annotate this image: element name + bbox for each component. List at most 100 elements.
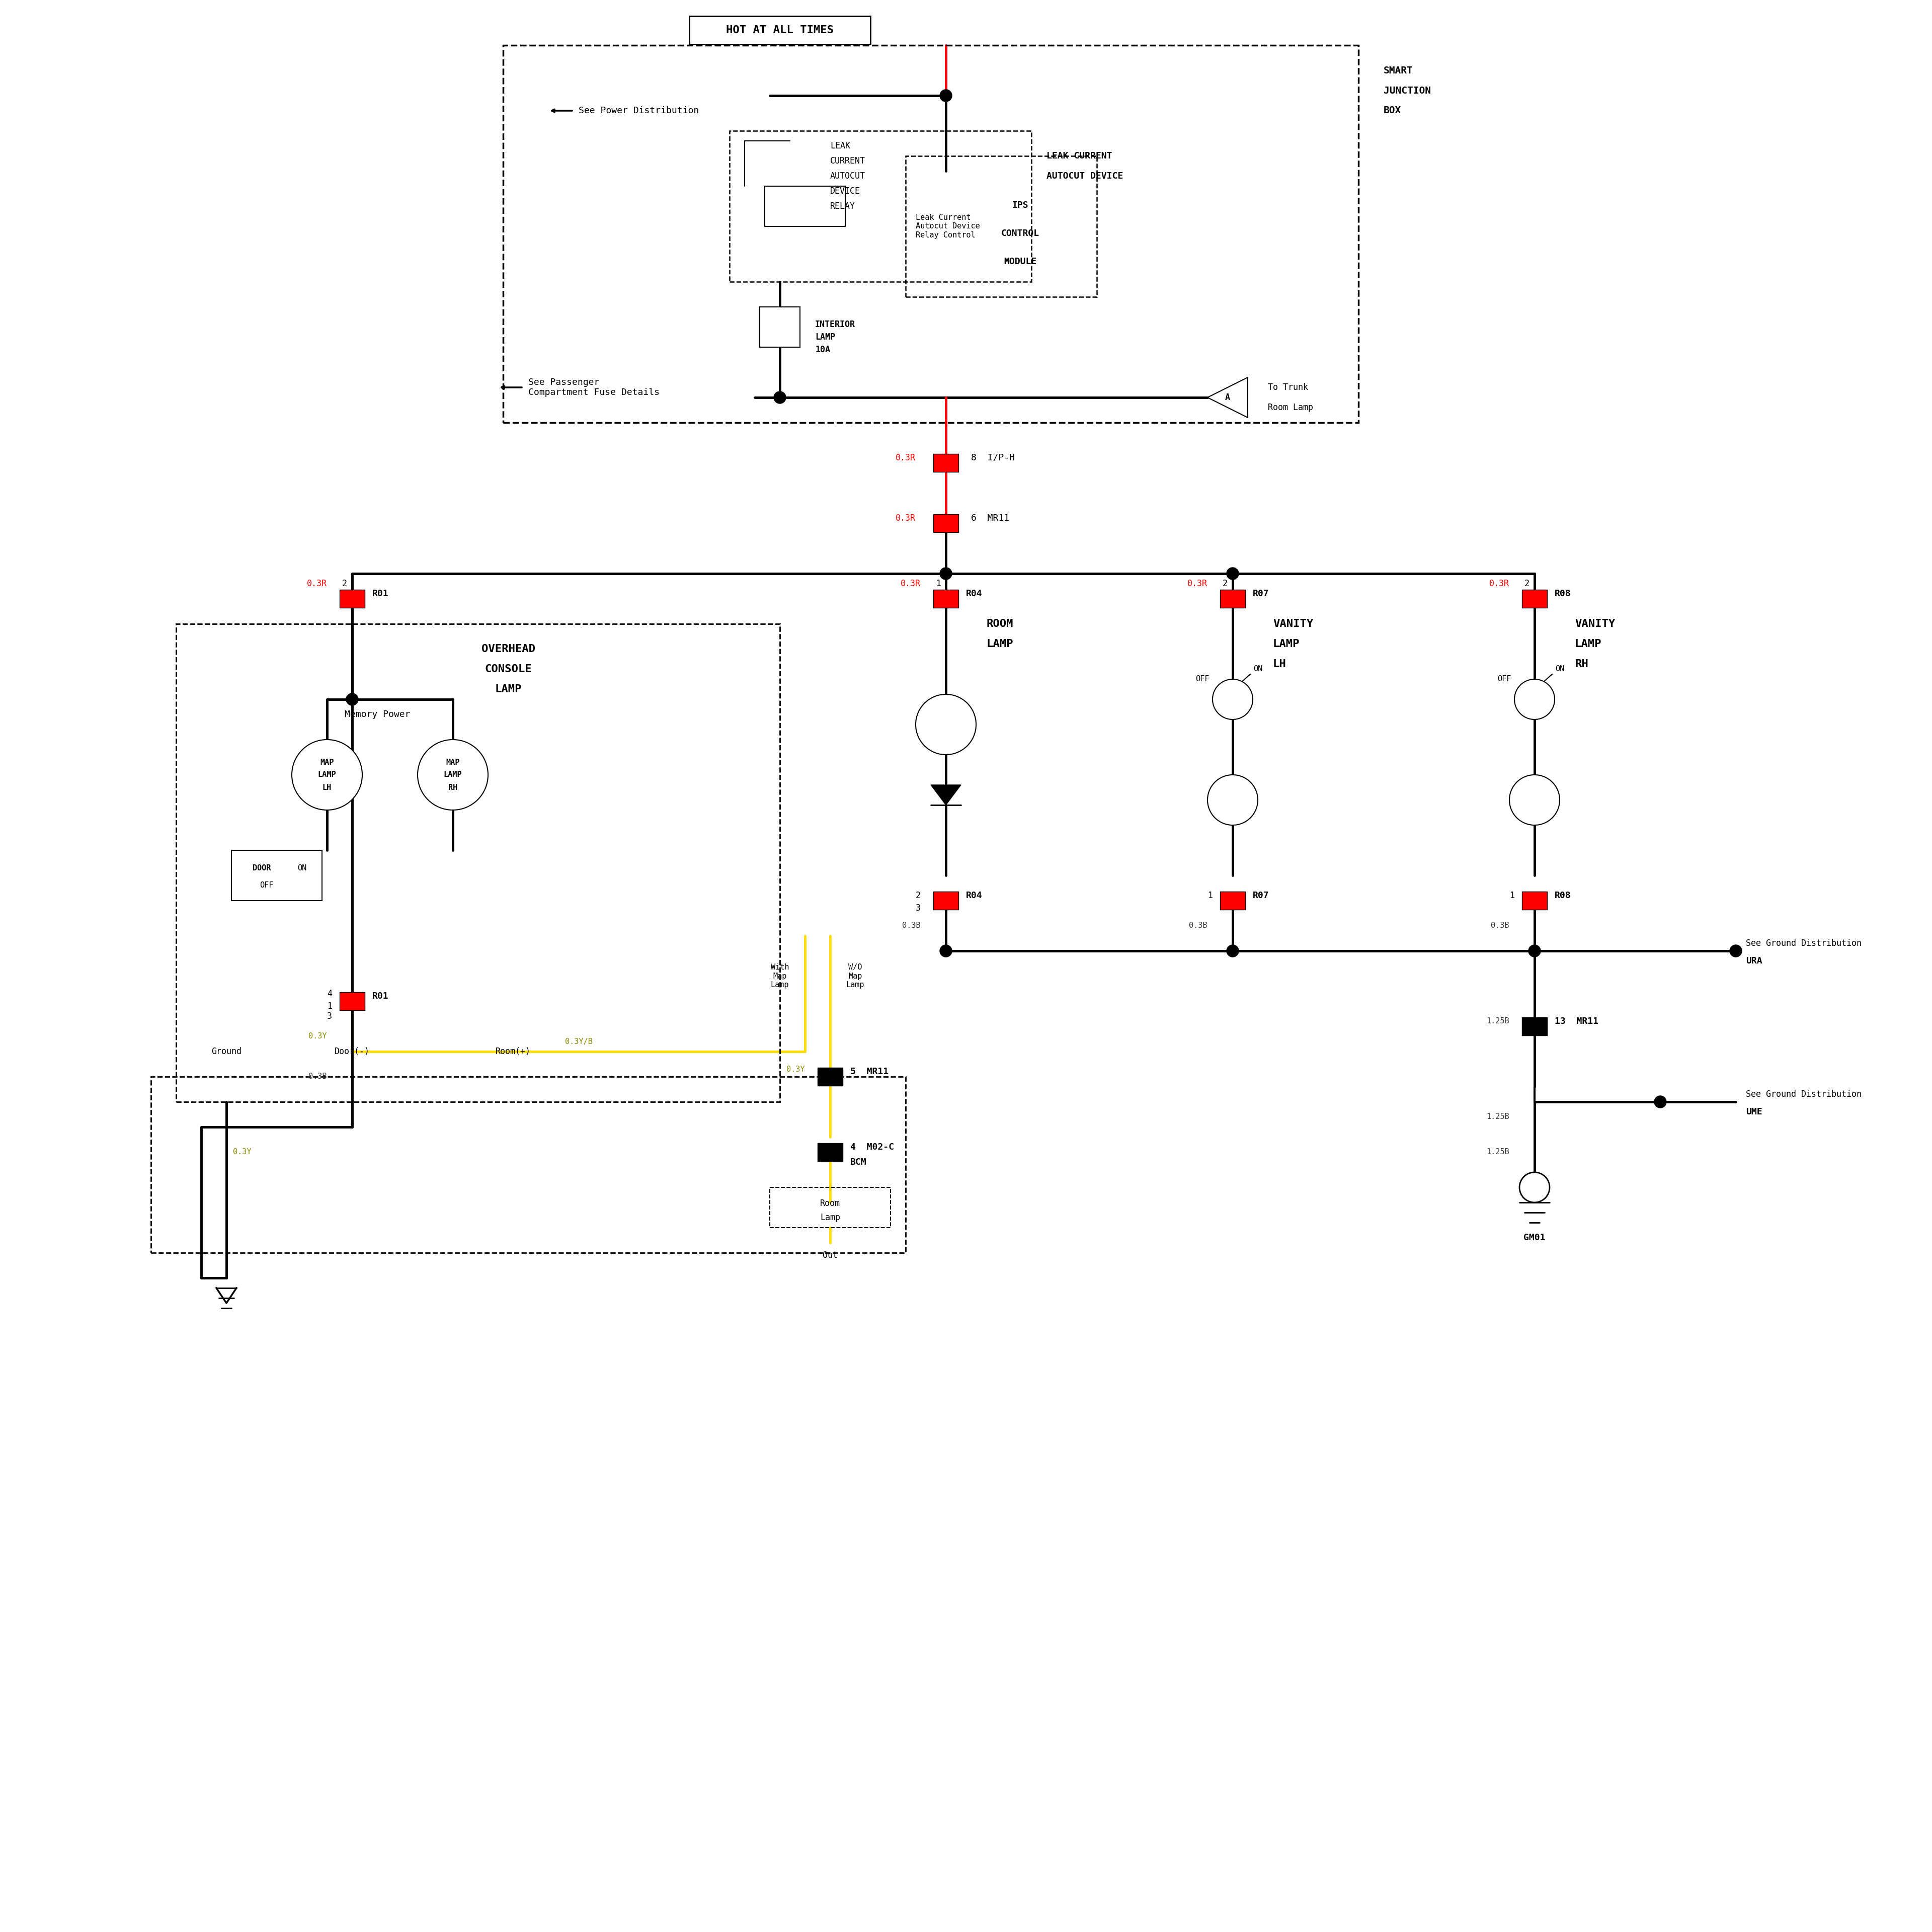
Text: LAMP: LAMP — [1575, 639, 1602, 649]
Bar — [1221, 891, 1246, 910]
Text: VANITY: VANITY — [1273, 618, 1314, 630]
Text: MAP: MAP — [321, 759, 334, 765]
Text: DOOR: DOOR — [253, 864, 270, 871]
Bar — [502, 44, 1358, 423]
Text: 0.3Y/B: 0.3Y/B — [564, 1037, 593, 1045]
Text: 0.3Y: 0.3Y — [234, 1148, 251, 1155]
Text: 1: 1 — [327, 1001, 332, 1010]
Circle shape — [916, 694, 976, 755]
Circle shape — [292, 740, 363, 810]
Bar — [906, 156, 1097, 298]
Text: OVERHEAD: OVERHEAD — [481, 643, 535, 655]
Text: LAMP: LAMP — [495, 684, 522, 694]
Text: R04: R04 — [966, 589, 981, 599]
Text: 0.3R: 0.3R — [896, 514, 916, 524]
Text: 10A: 10A — [815, 346, 831, 354]
Text: LAMP: LAMP — [1273, 639, 1300, 649]
Circle shape — [1509, 775, 1559, 825]
Text: R07: R07 — [1252, 589, 1269, 599]
Circle shape — [1213, 680, 1252, 719]
Bar — [340, 589, 365, 609]
Text: JUNCTION: JUNCTION — [1383, 85, 1432, 95]
Text: LEAK: LEAK — [831, 141, 850, 151]
Text: Leak Current
Autocut Device
Relay Control: Leak Current Autocut Device Relay Contro… — [916, 214, 980, 240]
Bar — [765, 185, 846, 226]
Text: R07: R07 — [1252, 891, 1269, 900]
Text: 1: 1 — [1509, 891, 1515, 900]
Text: LEAK CURRENT: LEAK CURRENT — [1047, 151, 1113, 160]
Text: 0.3R: 0.3R — [307, 580, 327, 587]
Text: CONSOLE: CONSOLE — [485, 665, 531, 674]
Text: 5  MR11: 5 MR11 — [850, 1066, 889, 1076]
Text: BOX: BOX — [1383, 106, 1401, 116]
Text: R01: R01 — [373, 589, 388, 599]
Text: 0.3B: 0.3B — [902, 922, 922, 929]
Bar — [151, 1076, 906, 1252]
Text: LAMP: LAMP — [985, 639, 1012, 649]
Bar — [933, 589, 958, 609]
Text: AUTOCUT DEVICE: AUTOCUT DEVICE — [1047, 172, 1122, 180]
Text: Room Lamp: Room Lamp — [1267, 404, 1314, 412]
Circle shape — [1654, 1095, 1665, 1107]
Circle shape — [1519, 1173, 1549, 1202]
Text: See Power Distribution: See Power Distribution — [578, 106, 699, 116]
Bar — [1522, 1018, 1548, 1036]
Circle shape — [1528, 945, 1540, 956]
Text: R04: R04 — [966, 891, 981, 900]
Text: Door(-): Door(-) — [334, 1047, 369, 1057]
Text: 1: 1 — [1208, 891, 1213, 900]
Text: See Ground Distribution: See Ground Distribution — [1747, 1090, 1862, 1099]
Text: LH: LH — [323, 784, 332, 792]
Text: 0.3R: 0.3R — [896, 454, 916, 462]
Text: RH: RH — [448, 784, 458, 792]
Text: Memory Power: Memory Power — [344, 709, 410, 719]
Text: 2: 2 — [342, 580, 348, 587]
Text: RELAY: RELAY — [831, 201, 856, 211]
Text: LH: LH — [1273, 659, 1287, 668]
Bar — [730, 131, 1032, 282]
Text: HOT AT ALL TIMES: HOT AT ALL TIMES — [726, 25, 835, 35]
Text: CONTROL: CONTROL — [1001, 228, 1039, 238]
Text: 0.3Y: 0.3Y — [786, 1065, 806, 1072]
Text: SMART: SMART — [1383, 66, 1412, 75]
Bar — [769, 1188, 891, 1227]
Text: ROOM: ROOM — [985, 618, 1012, 630]
Text: 1.25B: 1.25B — [1486, 1018, 1509, 1026]
Text: GM01: GM01 — [1524, 1233, 1546, 1242]
Text: INTERIOR: INTERIOR — [815, 321, 856, 328]
Text: AUTOCUT: AUTOCUT — [831, 172, 866, 180]
Text: R08: R08 — [1555, 891, 1571, 900]
Circle shape — [1227, 945, 1238, 956]
Text: R01: R01 — [373, 991, 388, 1001]
Text: 0.3B: 0.3B — [309, 1072, 327, 1080]
Text: URA: URA — [1747, 956, 1762, 966]
Circle shape — [775, 392, 786, 404]
Text: W/O
Map
Lamp: W/O Map Lamp — [846, 964, 864, 989]
Text: 0.3Y: 0.3Y — [309, 1034, 327, 1039]
Bar — [1522, 891, 1548, 910]
Text: OFF: OFF — [1196, 676, 1209, 684]
Text: 0.3B: 0.3B — [1188, 922, 1208, 929]
Bar — [817, 1144, 842, 1161]
Text: 1.25B: 1.25B — [1486, 1113, 1509, 1121]
Circle shape — [1227, 568, 1238, 580]
Bar — [690, 15, 871, 44]
Text: ON: ON — [298, 864, 307, 871]
Text: MAP: MAP — [446, 759, 460, 765]
Text: LAMP: LAMP — [815, 332, 835, 342]
Text: MODULE: MODULE — [1005, 257, 1037, 267]
Text: UME: UME — [1747, 1107, 1762, 1117]
Text: DEVICE: DEVICE — [831, 187, 860, 195]
Polygon shape — [931, 784, 960, 806]
Bar — [1522, 589, 1548, 609]
Text: 0.3R: 0.3R — [1188, 580, 1208, 587]
Text: CURRENT: CURRENT — [831, 156, 866, 166]
Bar — [176, 624, 781, 1101]
Text: OFF: OFF — [259, 881, 274, 889]
Text: IPS: IPS — [1012, 201, 1028, 211]
Text: ON: ON — [1555, 665, 1565, 672]
Text: To Trunk: To Trunk — [1267, 383, 1308, 392]
Text: 0.3R: 0.3R — [900, 580, 922, 587]
Text: 4: 4 — [327, 989, 332, 999]
Text: 4  M02-C: 4 M02-C — [850, 1142, 895, 1151]
